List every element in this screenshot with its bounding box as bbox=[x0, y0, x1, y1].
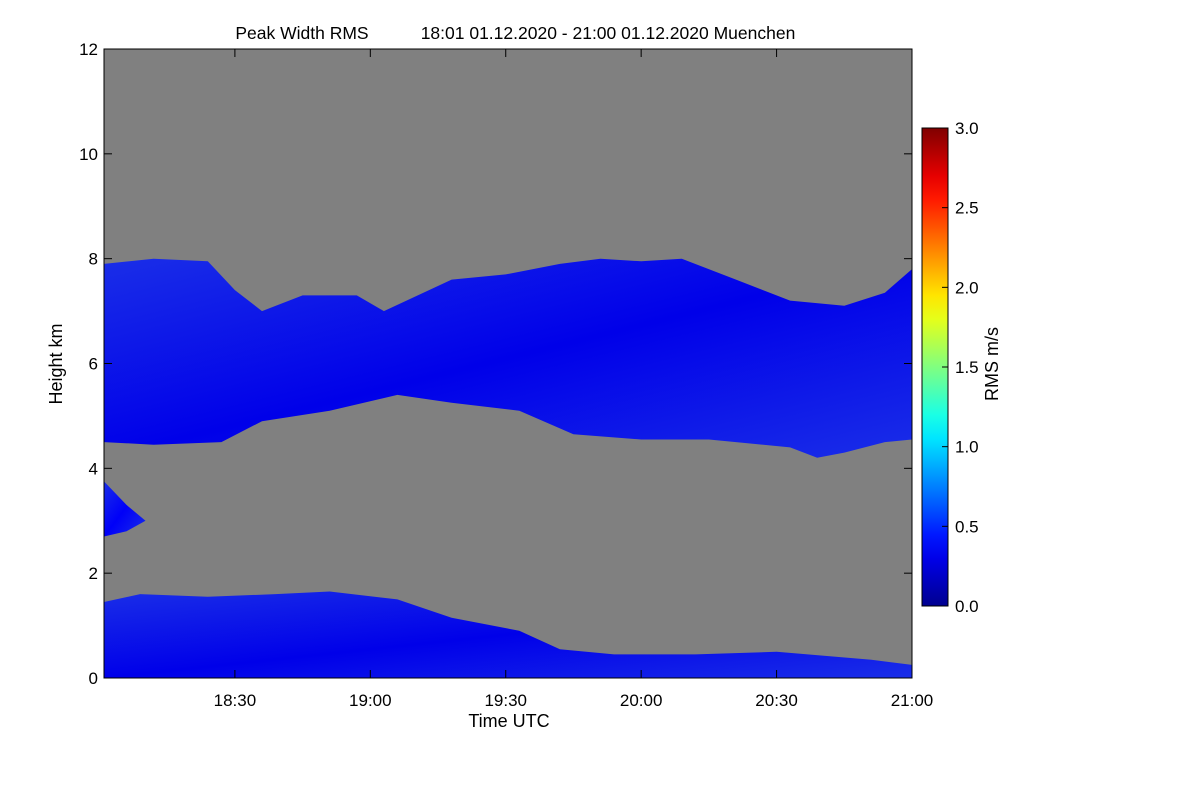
colorbar-label: RMS m/s bbox=[982, 327, 1002, 401]
x-tick-label: 19:30 bbox=[484, 691, 527, 710]
x-tick-label: 20:30 bbox=[755, 691, 798, 710]
y-tick-label: 12 bbox=[79, 40, 98, 59]
colorbar-tick-label: 3.0 bbox=[955, 119, 979, 138]
chart-title: Peak Width RMS bbox=[235, 23, 368, 43]
y-tick-label: 8 bbox=[89, 250, 98, 269]
x-tick-label: 20:00 bbox=[620, 691, 663, 710]
x-axis: 18:30 19:00 19:30 20:00 20:30 21:00 bbox=[214, 49, 934, 710]
colorbar-tick-label: 0.5 bbox=[955, 517, 979, 536]
colorbar-tick-label: 0.0 bbox=[955, 597, 979, 616]
data-region bbox=[104, 258, 912, 458]
y-axis-label: Height km bbox=[46, 323, 66, 404]
colorbar-tick-label: 2.0 bbox=[955, 278, 979, 297]
y-tick-label: 4 bbox=[89, 459, 98, 478]
x-tick-label: 18:30 bbox=[214, 691, 257, 710]
data-region bbox=[104, 591, 912, 678]
plot-area bbox=[103, 48, 913, 679]
y-tick-label: 10 bbox=[79, 145, 98, 164]
x-tick-label: 19:00 bbox=[349, 691, 392, 710]
chart-subtitle: 18:01 01.12.2020 - 21:00 01.12.2020 Muen… bbox=[421, 23, 796, 43]
y-axis: 0 2 4 6 8 10 12 bbox=[79, 40, 912, 688]
data-region bbox=[104, 481, 146, 537]
colorbar-tick-label: 1.0 bbox=[955, 438, 979, 457]
x-axis-label: Time UTC bbox=[468, 711, 549, 731]
colorbar-tick-label: 2.5 bbox=[955, 199, 979, 218]
colorbar-tick-label: 1.5 bbox=[955, 358, 979, 377]
colorbar: 0.0 0.5 1.0 1.5 2.0 2.5 3.0 bbox=[921, 119, 979, 616]
y-tick-label: 0 bbox=[89, 669, 98, 688]
y-tick-label: 2 bbox=[89, 564, 98, 583]
y-tick-label: 6 bbox=[89, 355, 98, 374]
x-tick-label: 21:00 bbox=[891, 691, 934, 710]
